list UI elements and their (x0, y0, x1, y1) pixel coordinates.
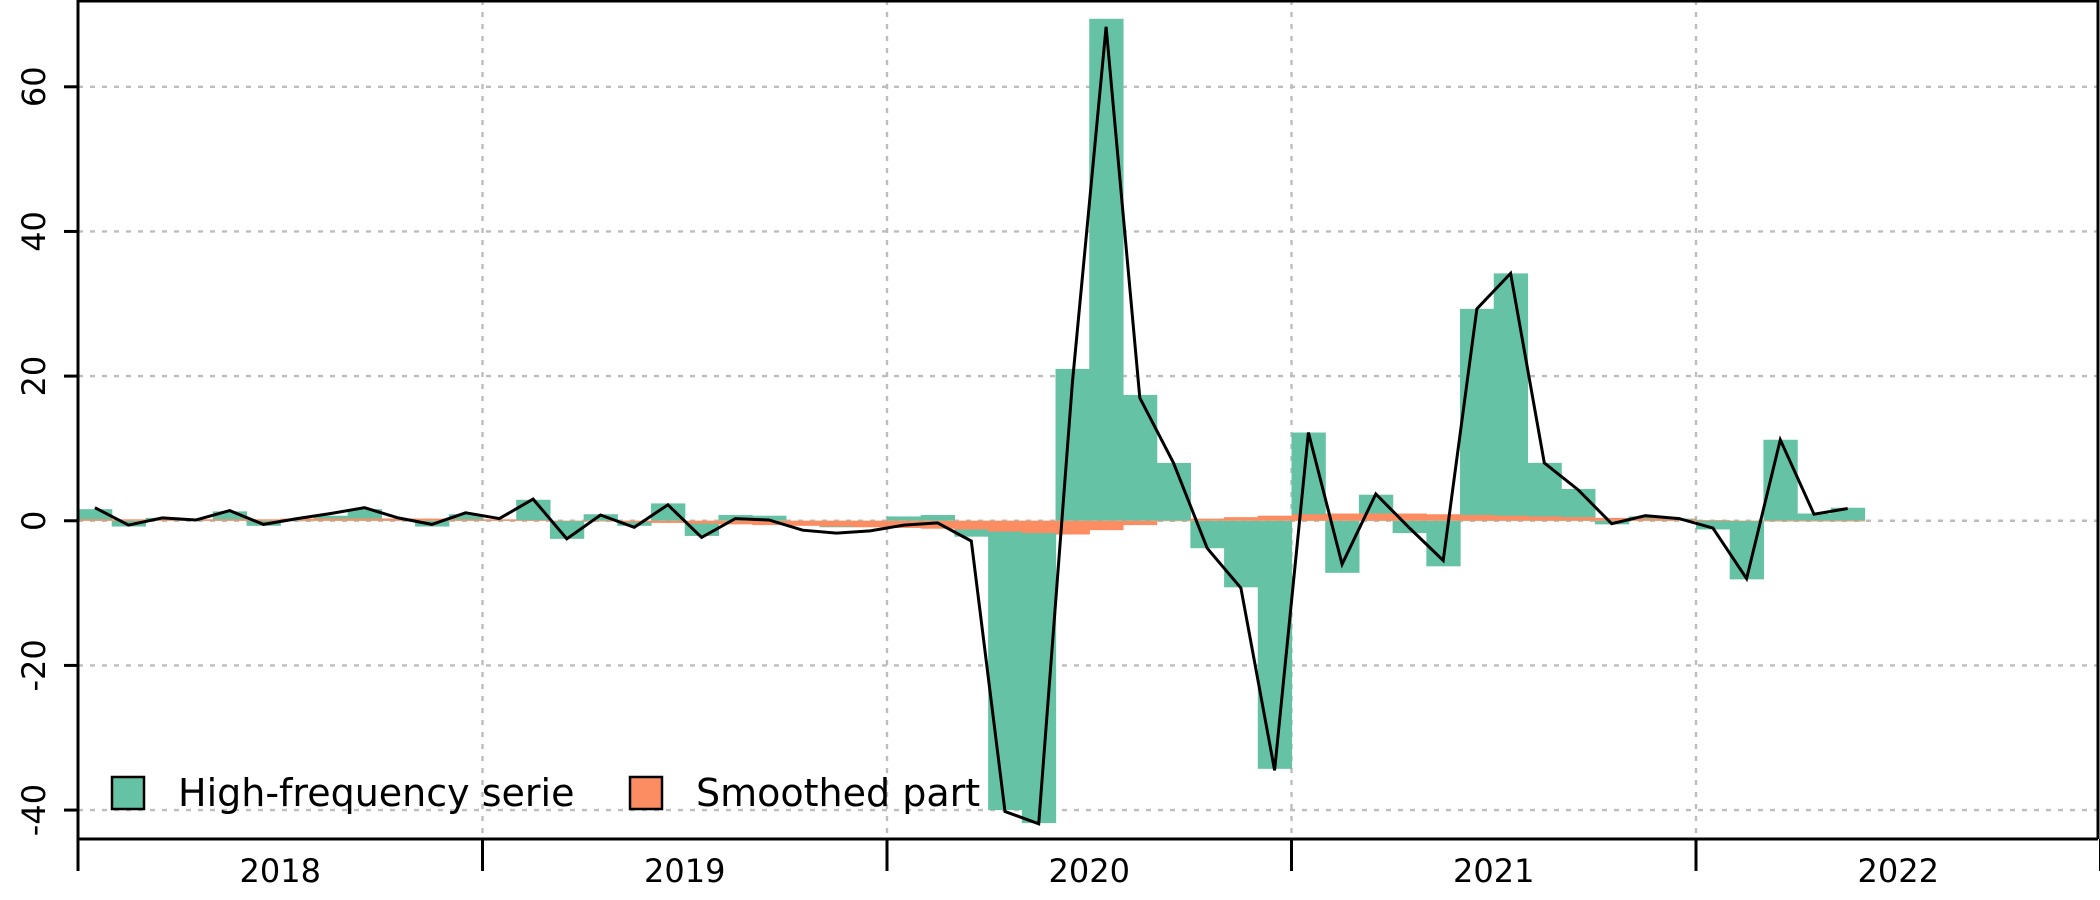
bar (448, 519, 484, 521)
bar (448, 514, 484, 521)
bar (1190, 520, 1225, 549)
axes (76, 0, 2100, 841)
bar (1729, 520, 1765, 522)
bar (1358, 513, 1394, 521)
bar (280, 520, 315, 522)
bar (920, 514, 956, 521)
bar (1561, 517, 1596, 521)
bar (954, 520, 989, 530)
bar (752, 520, 787, 526)
bar (684, 520, 720, 524)
bar (1797, 520, 1832, 522)
bar (1460, 308, 1495, 521)
bar (1763, 439, 1798, 521)
bar (785, 520, 821, 526)
bar (1493, 273, 1529, 521)
bar (1291, 514, 1326, 521)
bar (1257, 515, 1293, 521)
bar (78, 509, 113, 521)
bar (1224, 517, 1259, 521)
bar (819, 520, 854, 527)
bar (651, 503, 686, 521)
bar (617, 520, 652, 523)
y-tick-label: 60 (15, 66, 53, 107)
bar (583, 520, 618, 522)
bar (1122, 394, 1158, 521)
bar (1460, 514, 1495, 521)
x-tick-label: 2018 (240, 852, 321, 890)
y-axis-ticks: -40 -20 0 20 40 60 (15, 66, 78, 836)
bar (651, 520, 686, 523)
x-tick-label: 2019 (644, 852, 725, 890)
bar (145, 519, 180, 521)
bar (887, 516, 922, 521)
x-tick-label: 2022 (1858, 852, 1939, 890)
bar (347, 509, 382, 521)
bar (1830, 520, 1866, 522)
y-tick-label: 0 (15, 511, 53, 531)
bar (313, 518, 349, 521)
bar (718, 520, 753, 525)
bar (1797, 513, 1832, 521)
bar (1190, 518, 1225, 521)
bar (212, 511, 248, 521)
legend-label-high-frequency: High-frequency serie (178, 771, 574, 815)
bar (1763, 520, 1798, 522)
bar (1392, 513, 1427, 521)
series-line (94, 26, 1848, 826)
bar (1055, 520, 1090, 535)
bar (1527, 516, 1562, 521)
bar (617, 520, 652, 526)
x-tick-label: 2020 (1049, 852, 1130, 890)
bar (212, 519, 248, 521)
bar (1122, 520, 1158, 526)
y-tick-label: 40 (15, 211, 53, 252)
bar (1696, 520, 1731, 530)
bar (313, 515, 349, 521)
bar (1628, 518, 1663, 521)
bar (1325, 513, 1360, 521)
bar (1089, 18, 1124, 521)
bar (347, 518, 382, 521)
x-axis-ticks: 2018 2019 2020 2021 2022 (76, 839, 2100, 890)
x-tick-label: 2021 (1453, 852, 1534, 890)
y-tick-label: -40 (15, 784, 53, 836)
bar (988, 520, 1023, 532)
y-tick-label: -20 (15, 639, 53, 691)
bar (1493, 515, 1529, 521)
bar (1224, 520, 1259, 588)
legend: High-frequency serie Smoothed part (110, 771, 980, 815)
bar (1594, 517, 1630, 521)
legend-label-smoothed: Smoothed part (696, 771, 980, 815)
bar (752, 515, 787, 521)
bar (1628, 516, 1663, 521)
bar (1696, 520, 1731, 521)
bar (1156, 520, 1191, 522)
bar (381, 518, 416, 521)
legend-swatch-high-frequency (110, 775, 146, 811)
bar (415, 518, 450, 521)
bar (853, 520, 888, 528)
bar (1561, 488, 1596, 521)
bar (111, 519, 147, 521)
bar (549, 520, 585, 522)
bar (1426, 514, 1461, 521)
bar (583, 514, 618, 521)
y-tick-label: 20 (15, 356, 53, 397)
bar (988, 520, 1023, 811)
bar (1021, 520, 1057, 534)
high-frequency-bars (78, 18, 1866, 824)
bar (1089, 520, 1124, 531)
bar (246, 519, 281, 521)
bar (516, 499, 551, 521)
bar (78, 519, 113, 521)
bar (516, 520, 551, 521)
legend-swatch-smoothed (628, 775, 664, 811)
